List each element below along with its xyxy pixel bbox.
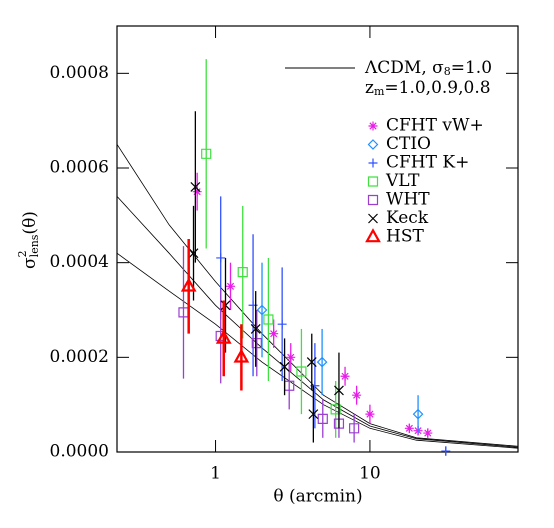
y-label-part: (θ) [20,211,40,235]
y-tick-label: 0.0002 [50,347,109,367]
marker [441,446,451,456]
legend-label: VLT [385,171,420,191]
marker [256,304,268,316]
marker [296,366,307,377]
legend-marker [367,194,379,206]
marker [277,319,287,329]
marker [190,182,201,192]
x-tick-label: 1 [210,464,221,484]
marker [412,408,424,420]
legend-label: HST [386,227,424,247]
marker [180,277,197,292]
marker [340,371,350,381]
marker [263,314,274,325]
legend-marker [367,139,379,150]
theory-part: ΛCDM, σ [364,58,444,78]
theory-curve [116,196,519,448]
marker [286,352,296,362]
marker [330,404,341,415]
theory-part: 8 [444,65,451,78]
theory-curve [116,144,519,447]
theory-part: m [374,85,385,98]
theory-part: =1.0 [451,58,492,78]
marker [233,348,250,363]
marker [269,329,279,339]
marker [201,148,212,159]
marker [251,338,262,349]
x-axis-label: θ (arcmin) [273,487,362,507]
marker [349,423,360,434]
y-tick-label: 0.0000 [50,442,109,462]
marker [226,281,236,291]
theory-part: z [365,78,374,98]
marker [250,324,261,334]
y-label-part: 2 [16,250,29,257]
y-tick-label: 0.0006 [50,158,109,178]
theory-part: =1.0,0.9,0.8 [384,78,490,98]
legend-marker [368,121,378,131]
marker [365,409,375,419]
marker [316,356,328,368]
y-label-part: lens [28,234,41,257]
legend-label: CFHT K+ [386,153,469,173]
legend-marker [365,228,381,243]
marker [188,248,199,259]
legend-label: CFHT vW+ [386,116,484,136]
marker [334,385,344,396]
x-tick-label: 10 [359,464,381,484]
marker [308,409,319,420]
legend-theory: zm=1.0,0.9,0.8 [365,78,491,99]
legend-label: WHT [386,190,430,210]
marker [423,428,433,438]
theory-curve [116,252,519,449]
marker [352,390,362,400]
y-tick-label: 0.0004 [50,252,109,272]
y-label-part: σ [20,257,40,269]
marker [216,253,226,263]
y-tick-label: 0.0008 [50,63,109,83]
legend-theory: ΛCDM, σ8=1.0 [364,58,492,79]
marker [306,357,317,367]
legend-marker [368,213,378,224]
plot-frame [116,25,519,453]
marker [237,267,248,278]
marker [192,187,202,197]
legend-label: CTIO [386,134,431,154]
y-axis-label: σ2lens(θ) [16,211,41,269]
legend-marker [368,158,378,168]
legend-marker [367,176,379,187]
marker [404,423,414,433]
marker [333,418,345,429]
marker [215,329,232,344]
marker [317,413,328,424]
legend-label: Keck [386,208,429,228]
marker [279,361,290,372]
